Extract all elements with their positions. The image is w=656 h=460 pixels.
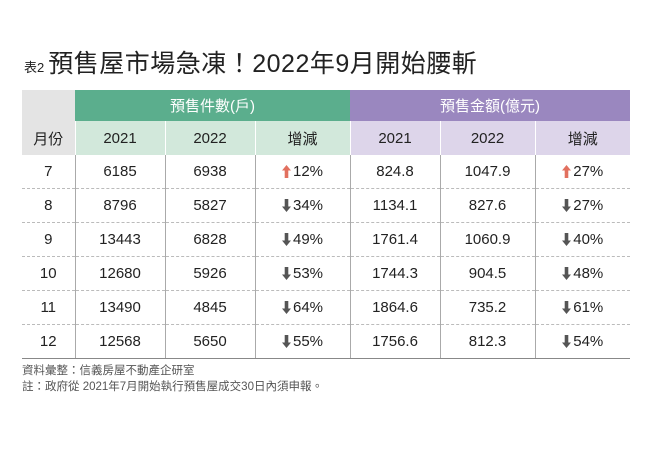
value-cell: 1744.3 (349, 256, 441, 291)
change-value: 48% (573, 265, 604, 282)
data-table: 預售件數(戶) 預售金額(億元) 月份 2021 2022 增減 2021 2022 增減 … (22, 90, 631, 359)
group-header: 預售金額(億元) (350, 90, 631, 121)
down-arrow (562, 301, 572, 314)
table-row: 9 13443 6828 49% 1761.4 1060.9 40% (22, 222, 631, 257)
value-cell: 1047.9 (439, 155, 536, 189)
column-header: 增減 (254, 121, 351, 155)
value-cell: 1864.6 (349, 290, 441, 325)
column-header: 2021 (74, 121, 165, 155)
change-value: 27% (573, 163, 604, 180)
group-header: 預售件數(戶) (75, 90, 351, 121)
table-body: 7 6185 6938 12% 824.8 1047.9 27% 8 8796 5827 34% 11… (22, 155, 631, 359)
column-header-row: 月份 2021 2022 增減 2021 2022 增減 (22, 121, 631, 155)
change-cell: 49% (254, 222, 351, 257)
change-cell: 64% (254, 290, 351, 325)
table-row: 8 8796 5827 34% 1134.1 827.6 27% (22, 188, 631, 223)
column-header: 月份 (22, 121, 75, 155)
down-arrow (281, 301, 291, 314)
table-row: 12 12568 5650 55% 1756.6 812.3 54% (22, 324, 631, 359)
value-cell: 5926 (164, 256, 255, 291)
down-arrow (562, 233, 572, 246)
change-cell: 55% (254, 324, 351, 359)
title-text: 預售屋市場急凍！2022年9月開始腰斬 (48, 50, 478, 78)
month-cell: 11 (22, 290, 75, 325)
value-cell: 12568 (74, 324, 165, 359)
notes: 資料彙整：信義房屋不動產企研室 註：政府從 2021年7月開始執行預售屋成交30… (22, 363, 323, 395)
down-arrow (281, 233, 291, 246)
title-prefix: 表2 (24, 60, 45, 75)
change-value: 27% (573, 197, 604, 214)
value-cell: 13490 (74, 290, 165, 325)
month-cell: 10 (22, 256, 75, 291)
change-value: 49% (292, 231, 324, 248)
change-value: 64% (292, 299, 324, 316)
value-cell: 13443 (74, 222, 165, 257)
value-cell: 5827 (164, 188, 255, 223)
value-cell: 6828 (164, 222, 255, 257)
value-cell: 827.6 (439, 188, 536, 223)
value-cell: 1761.4 (349, 222, 441, 257)
value-cell: 824.8 (349, 155, 441, 189)
change-cell: 34% (254, 188, 351, 223)
group-header-row: 預售件數(戶) 預售金額(億元) (22, 90, 631, 121)
value-cell: 4845 (164, 290, 255, 325)
value-cell: 1134.1 (349, 188, 441, 223)
down-arrow (562, 335, 572, 348)
change-cell: 61% (534, 290, 631, 325)
change-cell: 27% (534, 188, 631, 223)
value-cell: 6938 (164, 155, 255, 189)
note: 資料彙整：信義房屋不動產企研室 (22, 365, 195, 377)
change-cell: 40% (534, 222, 631, 257)
up-arrow (281, 165, 291, 178)
value-cell: 6185 (74, 155, 165, 189)
column-header: 2021 (349, 121, 441, 155)
change-cell: 48% (534, 256, 631, 291)
down-arrow (281, 199, 291, 212)
value-cell: 735.2 (439, 290, 536, 325)
column-header: 2022 (439, 121, 536, 155)
up-arrow (562, 165, 572, 178)
change-value: 40% (573, 231, 604, 248)
change-value: 54% (573, 333, 604, 350)
note: 註：政府從 2021年7月開始執行預售屋成交30日內須申報。 (22, 381, 323, 393)
table-row: 11 13490 4845 64% 1864.6 735.2 61% (22, 290, 631, 325)
down-arrow (562, 267, 572, 280)
change-cell: 54% (534, 324, 631, 359)
value-cell: 812.3 (439, 324, 536, 359)
value-cell: 904.5 (439, 256, 536, 291)
table-row: 10 12680 5926 53% 1744.3 904.5 48% (22, 256, 631, 291)
value-cell: 1756.6 (349, 324, 441, 359)
value-cell: 8796 (74, 188, 165, 223)
change-value: 61% (573, 299, 604, 316)
value-cell: 12680 (74, 256, 165, 291)
down-arrow (281, 335, 291, 348)
month-cell: 12 (22, 324, 75, 359)
value-cell: 1060.9 (439, 222, 536, 257)
change-cell: 12% (254, 155, 351, 189)
change-value: 34% (292, 197, 324, 214)
month-cell: 8 (22, 188, 75, 223)
month-cell: 7 (22, 155, 75, 189)
title: 表2 預售屋市場急凍！2022年9月開始腰斬 (24, 44, 477, 80)
change-cell: 27% (534, 155, 631, 189)
change-value: 53% (292, 265, 324, 282)
change-cell: 53% (254, 256, 351, 291)
value-cell: 5650 (164, 324, 255, 359)
blank-cell (22, 90, 75, 121)
month-cell: 9 (22, 222, 75, 257)
down-arrow (562, 199, 572, 212)
change-value: 12% (292, 163, 324, 180)
change-value: 55% (292, 333, 324, 350)
table-row: 7 6185 6938 12% 824.8 1047.9 27% (22, 155, 631, 189)
down-arrow (281, 267, 291, 280)
column-header: 增減 (534, 121, 631, 155)
column-header: 2022 (164, 121, 255, 155)
